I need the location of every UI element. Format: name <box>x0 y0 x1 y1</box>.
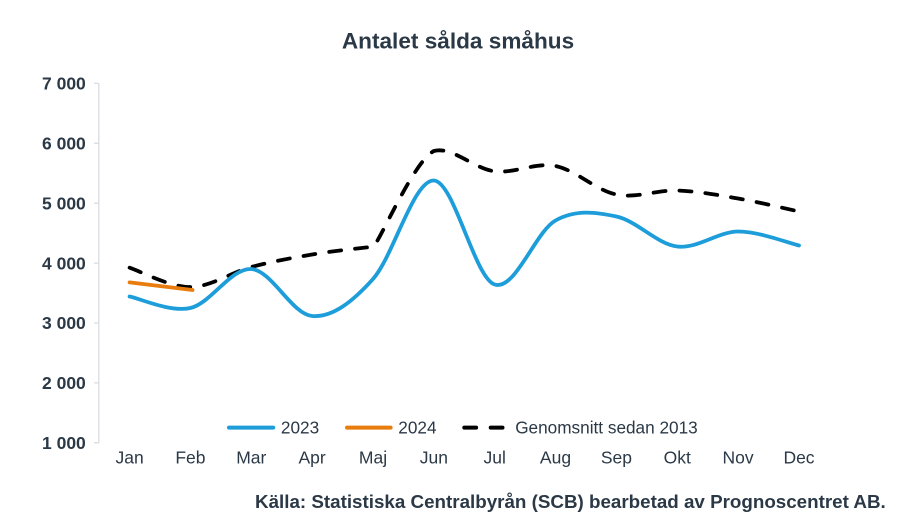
svg-text:Okt: Okt <box>664 448 691 468</box>
svg-text:3 000: 3 000 <box>42 313 86 333</box>
svg-text:6 000: 6 000 <box>42 134 86 154</box>
svg-text:Dec: Dec <box>783 448 814 468</box>
svg-text:Maj: Maj <box>359 448 387 468</box>
svg-text:7 000: 7 000 <box>42 74 86 94</box>
svg-text:Genomsnitt sedan 2013: Genomsnitt sedan 2013 <box>515 417 698 437</box>
svg-text:2023: 2023 <box>281 417 319 437</box>
svg-text:Feb: Feb <box>175 448 205 468</box>
svg-text:Nov: Nov <box>723 448 754 468</box>
svg-text:Apr: Apr <box>298 448 325 468</box>
svg-text:Aug: Aug <box>540 448 571 468</box>
svg-text:Jun: Jun <box>420 448 448 468</box>
svg-text:Jul: Jul <box>484 448 506 468</box>
svg-text:2 000: 2 000 <box>42 373 86 393</box>
svg-text:Jan: Jan <box>115 448 143 468</box>
svg-text:Källa: Statistiska Centralbyrå: Källa: Statistiska Centralbyrån (SCB) be… <box>255 491 886 512</box>
svg-text:Antalet sålda småhus: Antalet sålda småhus <box>342 29 574 54</box>
svg-text:4 000: 4 000 <box>42 253 86 273</box>
svg-text:Mar: Mar <box>236 448 266 468</box>
svg-text:5 000: 5 000 <box>42 193 86 213</box>
svg-text:2024: 2024 <box>398 417 437 437</box>
svg-text:Sep: Sep <box>601 448 632 468</box>
svg-text:1 000: 1 000 <box>42 433 86 453</box>
